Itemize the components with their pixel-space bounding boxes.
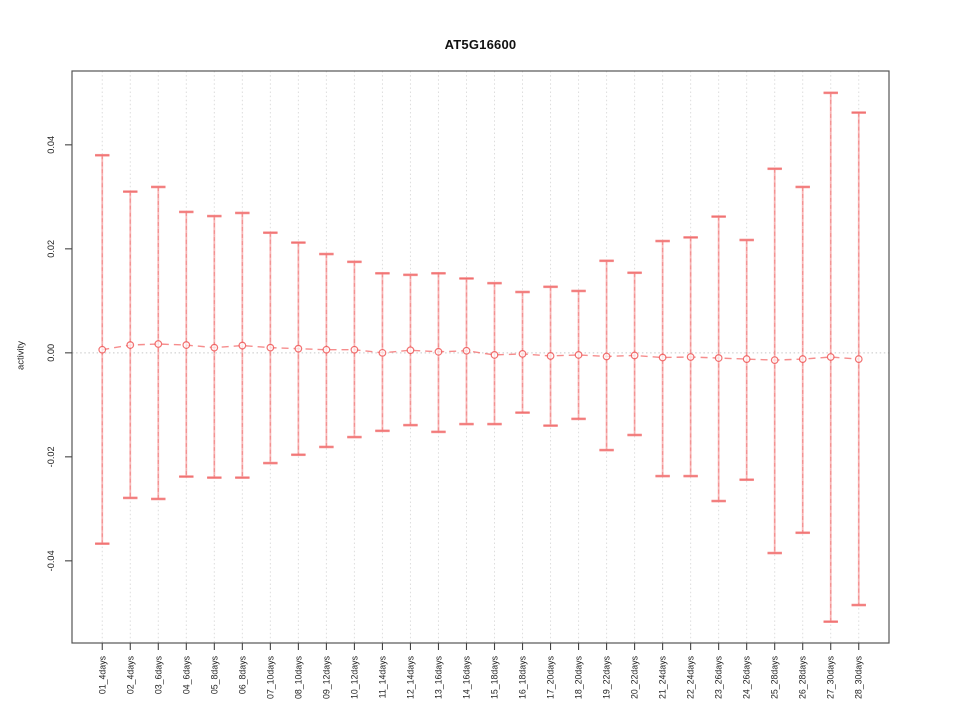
x-tick-label: 21_24days [658,655,668,699]
data-point [182,341,191,349]
data-point [154,340,163,348]
x-tick-label: 10_12days [349,655,359,699]
data-point [378,348,387,357]
data-point [602,352,611,361]
data-point [854,355,863,363]
data-point [126,341,135,349]
data-point [714,354,723,362]
data-point [798,355,807,363]
data-point [322,345,331,354]
x-tick-label: 20_22days [630,655,640,699]
mean-connector-line [102,343,859,361]
x-tick-label: 26_28days [798,655,808,699]
data-point [294,344,303,353]
data-point [350,345,359,354]
x-tick-label: 18_20days [574,655,584,699]
data-point [518,349,527,358]
x-tick-label: 28_30days [854,655,864,699]
data-point [686,353,695,361]
data-point [238,341,247,350]
x-tick-label: 06_8days [237,655,247,694]
data-point [462,346,471,355]
y-tick-label: 0.02 [46,240,56,258]
x-tick-label: 23_26days [714,655,724,699]
y-tick-label: -0.02 [46,446,56,467]
data-point [770,356,779,365]
data-point [658,353,667,362]
x-tick-label: 27_30days [826,655,836,699]
data-point [98,345,107,354]
x-tick-label: 07_10days [265,655,275,699]
data-point [266,343,275,352]
data-point [826,353,835,361]
x-tick-label: 02_4days [125,655,135,694]
data-point [630,351,639,360]
data-point [574,351,583,359]
plot-frame [71,70,890,644]
x-tick-label: 12_14days [405,655,415,699]
x-tick-label: 08_10days [293,655,303,699]
x-tick-label: 11_14days [377,655,387,698]
x-tick-label: 13_16days [433,655,443,699]
x-tick-label: 09_12days [321,655,331,699]
y-tick-label: 0.00 [46,344,56,362]
data-point [742,355,751,363]
x-tick-label: 19_22days [602,655,612,699]
x-tick-label: 24_26days [742,655,752,699]
x-tick-label: 22_24days [686,655,696,699]
y-tick-label: 0.04 [46,136,56,154]
x-tick-label: 25_28days [770,655,780,699]
x-tick-label: 04_6days [181,655,191,694]
chart-title: AT5G16600 [444,37,517,52]
x-tick-label: 14_16days [461,655,471,699]
x-tick-label: 17_20days [546,655,556,699]
data-point [210,343,219,352]
x-tick-label: 15_18days [490,655,500,699]
x-tick-label: 01_4days [97,655,107,694]
x-tick-label: 05_8days [209,655,219,694]
data-point [434,347,443,356]
data-point [490,351,499,359]
y-tick-label: -0.04 [46,550,56,571]
data-point [546,352,555,360]
x-tick-label: 16_18days [518,655,528,699]
x-tick-label: 03_6days [153,655,163,694]
data-point [406,346,415,355]
